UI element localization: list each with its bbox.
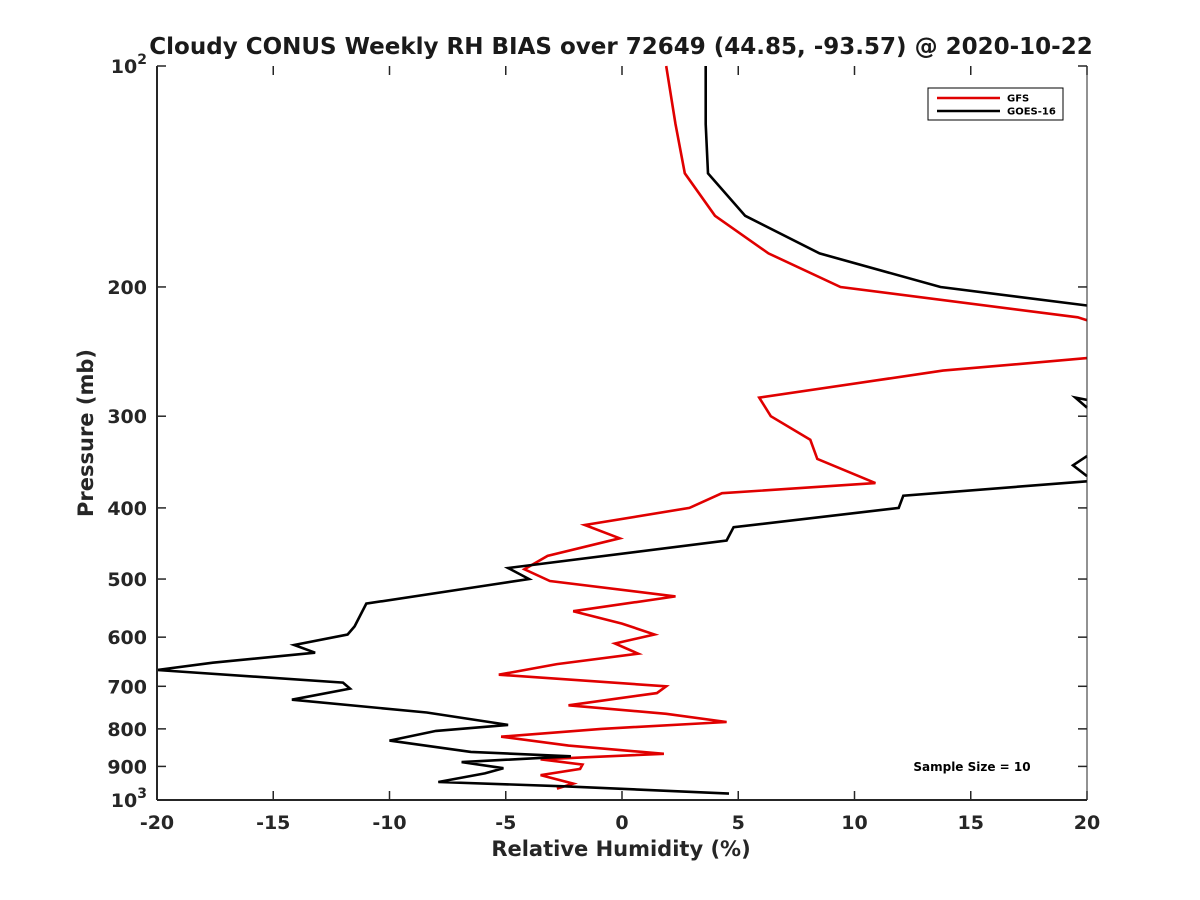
x-tick-label: 5 <box>732 812 745 834</box>
y-tick-label: 103 <box>111 786 147 812</box>
y-tick-label: 800 <box>107 719 147 741</box>
plot-area <box>157 66 1087 800</box>
x-tick-label: -10 <box>372 812 406 834</box>
chart-title: Cloudy CONUS Weekly RH BIAS over 72649 (… <box>149 34 1092 60</box>
x-ticks: -20 -15 -10 -5 0 5 10 15 20 <box>140 66 1100 834</box>
x-tick-label: -5 <box>495 812 516 834</box>
y-tick-label: 102 <box>111 52 147 78</box>
legend-label: GOES-16 <box>1007 107 1056 118</box>
y-tick-label-base: 800 <box>107 719 147 741</box>
y-tick-label-exponent: 3 <box>137 786 147 802</box>
y-tick-label-base: 500 <box>107 569 147 591</box>
x-tick-label: 10 <box>841 812 867 834</box>
y-tick-label-base: 10 <box>111 56 137 78</box>
y-tick-label: 200 <box>107 277 147 299</box>
y-tick-label-base: 600 <box>107 627 147 649</box>
y-tick-label-base: 900 <box>107 756 147 778</box>
y-tick-label-base: 700 <box>107 676 147 698</box>
y-tick-label: 400 <box>107 498 147 520</box>
series-line-goes-16 <box>156 66 1088 795</box>
y-tick-label-base: 400 <box>107 498 147 520</box>
y-tick-label: 900 <box>107 756 147 778</box>
legend: GFS GOES-16 <box>927 87 1064 121</box>
y-tick-label-base: 200 <box>107 277 147 299</box>
x-tick-label: 15 <box>958 812 984 834</box>
y-tick-label: 500 <box>107 569 147 591</box>
x-tick-label: 20 <box>1074 812 1100 834</box>
sample-size-annotation: Sample Size = 10 <box>913 760 1030 774</box>
y-tick-label: 600 <box>107 627 147 649</box>
y-tick-label-base: 10 <box>111 790 137 812</box>
y-tick-label-exponent: 2 <box>137 52 147 68</box>
x-tick-label: -20 <box>140 812 174 834</box>
legend-box <box>927 87 1064 121</box>
series-layer <box>156 65 1088 795</box>
x-tick-label: -15 <box>256 812 290 834</box>
series-line-gfs <box>498 65 1088 790</box>
y-tick-label: 700 <box>107 676 147 698</box>
y-axis-label: Pressure (mb) <box>74 349 98 517</box>
y-tick-label: 300 <box>107 406 147 428</box>
y-tick-label-base: 300 <box>107 406 147 428</box>
x-axis-label: Relative Humidity (%) <box>491 837 750 861</box>
x-tick-label: 0 <box>615 812 628 834</box>
plot-frame <box>157 66 1087 800</box>
legend-label: GFS <box>1007 94 1029 105</box>
